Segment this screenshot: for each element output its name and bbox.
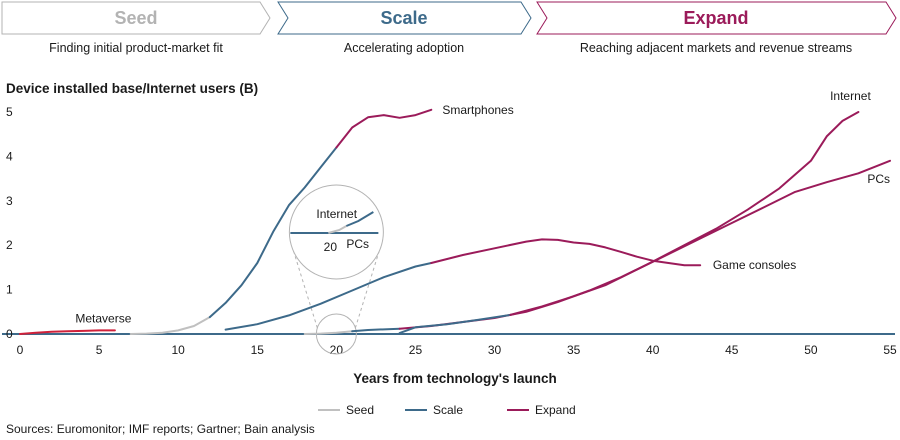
x-tick-label: 50: [804, 343, 818, 357]
legend-label-expand: Expand: [535, 403, 576, 417]
zoom-connector-line: [354, 243, 382, 329]
smartphones-expand-line: [335, 108, 433, 149]
internet-expand-line: [398, 111, 860, 330]
seed-chevron: [1, 1, 271, 35]
legend-label-scale: Scale: [433, 403, 463, 417]
zoom-internet-scale-line: [345, 211, 374, 227]
zoom-internet-seed-line: [328, 225, 347, 234]
x-tick-label: 20: [330, 343, 344, 357]
x-tick-label: 45: [725, 343, 739, 357]
x-tick-label: 15: [251, 343, 265, 357]
pcs-scale-line: [398, 313, 512, 335]
source-note: Sources: Euromonitor; IMF reports; Gartn…: [6, 422, 315, 436]
pcs-expand-line: [509, 159, 891, 316]
zoom-internet-label: Internet: [316, 207, 357, 221]
metaverse-metaverse-line: [19, 329, 116, 335]
y-tick-label: 2: [6, 238, 13, 252]
expand-chevron: [536, 1, 897, 35]
y-tick-label: 3: [6, 194, 13, 208]
seed-description: Finding initial product-market fit: [49, 41, 223, 55]
x-tick-label: 0: [17, 343, 24, 357]
phase-banner: Seed Finding initial product-market fit …: [1, 1, 897, 55]
internet-seed-line: [303, 330, 354, 335]
x-tick-label: 30: [488, 343, 502, 357]
metaverse-label: Metaverse: [75, 311, 131, 325]
y-tick-label: 1: [6, 283, 13, 297]
x-axis-title: Years from technology's launch: [353, 371, 557, 386]
y-tick-label: 5: [6, 105, 13, 119]
scale-description: Accelerating adoption: [344, 41, 464, 55]
pcs-label: PCs: [867, 172, 890, 186]
legend: Seed Scale Expand: [318, 403, 576, 417]
zoom-pcs-label: PCs: [346, 237, 369, 251]
x-tick-label: 55: [883, 343, 897, 357]
scale-chevron: [277, 1, 532, 35]
internet-label: Internet: [830, 89, 871, 103]
x-tick-label: 5: [96, 343, 103, 357]
zoom-tick-label: 20: [324, 240, 338, 254]
series-lines: [19, 108, 891, 335]
smartphones-scale-line: [208, 146, 338, 319]
y-axis-title: Device installed base/Internet users (B): [6, 81, 258, 96]
x-tick-label: 25: [409, 343, 423, 357]
scale-title: Scale: [380, 8, 427, 28]
legend-label-seed: Seed: [346, 403, 374, 417]
zoom-inset: Internet PCs 20: [288, 184, 384, 355]
y-tick-label: 0: [6, 327, 13, 341]
series-labels: Metaverse Smartphones Game consoles Interne…: [75, 89, 890, 325]
internet-scale-line: [351, 327, 401, 333]
zoom-connector-line: [290, 243, 318, 329]
y-tick-label: 4: [6, 149, 13, 163]
expand-title: Expand: [683, 8, 748, 28]
expand-description: Reaching adjacent markets and revenue st…: [580, 41, 852, 55]
game-consoles-scale-line: [224, 262, 433, 331]
smartphones-label: Smartphones: [442, 103, 513, 117]
x-tick-label: 35: [567, 343, 581, 357]
seed-title: Seed: [114, 8, 157, 28]
game-consoles-label: Game consoles: [713, 258, 796, 272]
x-tick-label: 40: [646, 343, 660, 357]
smartphones-seed-line: [129, 316, 211, 335]
game-consoles-expand-line: [430, 238, 702, 267]
x-tick-label: 10: [172, 343, 186, 357]
